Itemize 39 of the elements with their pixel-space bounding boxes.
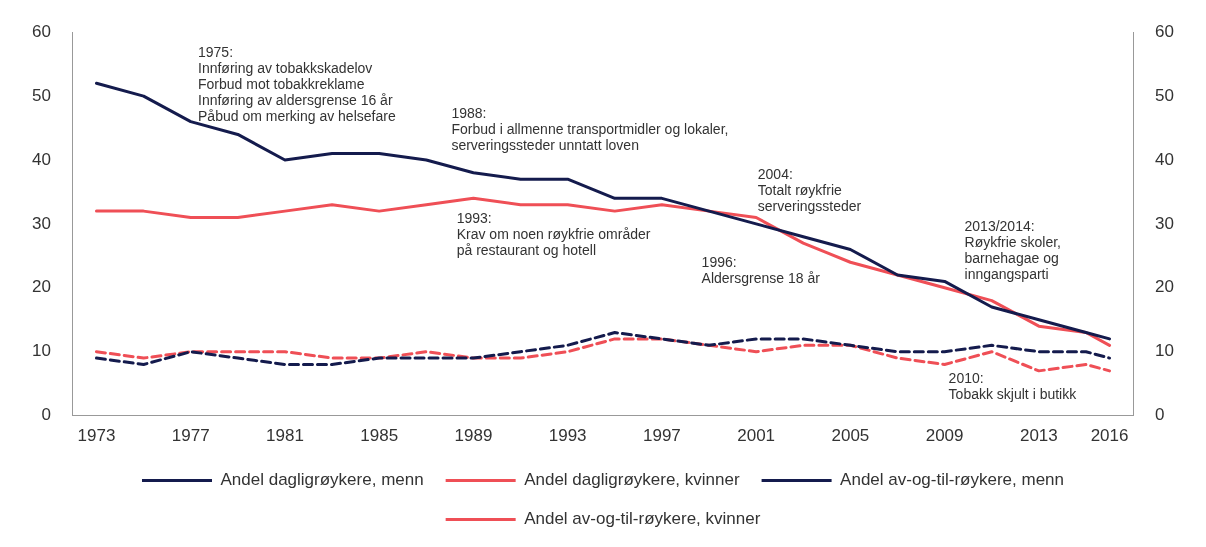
x-tick-label: 2009 <box>925 426 964 446</box>
line-series <box>94 331 1112 366</box>
y2-tick-label: 0 <box>1155 405 1165 425</box>
x-tick-label: 1989 <box>454 426 493 446</box>
y2-tick-label: 50 <box>1155 85 1175 105</box>
annotation: 1993: Krav om noen røykfrie områder på restaurant og hotell <box>456 210 651 259</box>
y-tick-label: 20 <box>31 277 51 297</box>
x-tick-label: 1973 <box>77 426 116 446</box>
x-tick-label: 1985 <box>360 426 399 446</box>
x-tick-label: 1993 <box>548 426 587 446</box>
y-tick-label: 30 <box>31 213 51 233</box>
y-tick-label: 40 <box>31 149 51 169</box>
x-tick-label: 1997 <box>642 426 681 446</box>
legend-label: Andel dagligrøykere, kvinner <box>524 470 740 490</box>
y-tick-label: 50 <box>31 85 51 105</box>
x-tick-label: 1977 <box>171 426 210 446</box>
y-tick-label: 0 <box>41 405 51 425</box>
y2-tick-label: 30 <box>1155 213 1175 233</box>
y-tick-label: 60 <box>31 21 51 41</box>
annotation: 1988: Forbud i allmenne transportmidler og lokaler, serveringssteder unntatt loven <box>451 104 729 153</box>
x-tick-label: 2001 <box>737 426 776 446</box>
y2-tick-label: 20 <box>1155 277 1175 297</box>
annotation: 2010: Tobakk skjult i butikk <box>948 370 1078 403</box>
legend-label: Andel dagligrøykere, menn <box>220 470 424 490</box>
x-tick-label: 2016 <box>1090 426 1129 446</box>
x-tick-label: 2013 <box>1019 426 1058 446</box>
y2-tick-label: 60 <box>1155 21 1175 41</box>
x-tick-label: 1981 <box>266 426 304 446</box>
legend-label: Andel av-og-til-røykere, menn <box>840 470 1065 490</box>
line-series <box>94 337 1112 373</box>
annotation: 1996: Aldersgrense 18 år <box>701 254 821 287</box>
y-tick-label: 10 <box>31 341 51 361</box>
annotation: 1975: Innføring av tobakkskadelov Forbud mot tobakkreklame Innføring av aldersgrense 16 år Påbud om merking av helsefare <box>198 44 396 125</box>
y2-tick-label: 10 <box>1155 341 1175 361</box>
y2-tick-label: 40 <box>1155 149 1175 169</box>
annotation: 2004: Totalt røykfrie serveringssteder <box>757 166 862 215</box>
x-tick-label: 2005 <box>831 426 870 446</box>
annotation: 2013/2014: Røykfrie skoler, barnehagae og inngangsparti <box>964 217 1061 282</box>
legend-label: Andel av-og-til-røykere, kvinner <box>524 509 761 529</box>
